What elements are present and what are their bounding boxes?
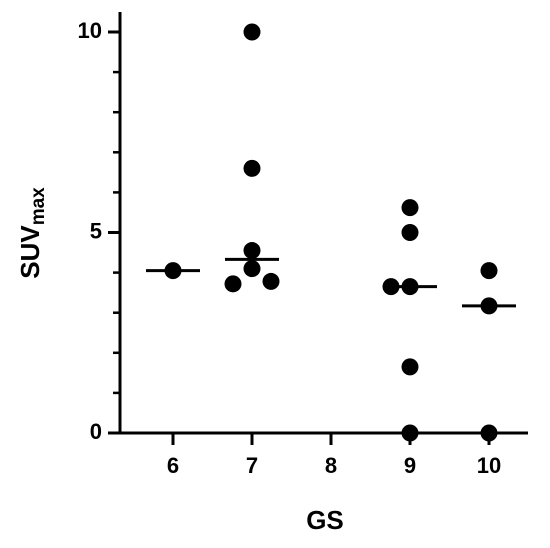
data-point [224,275,242,293]
y-tick-label: 5 [90,218,102,243]
y-tick-label: 10 [78,18,102,43]
x-tick-label: 10 [477,453,501,478]
data-point [401,199,419,217]
y-axis-title-main: SUV [15,225,45,279]
x-tick-label: 7 [246,453,258,478]
y-axis-title: SUVmax [15,187,49,279]
x-axis-title: GS [306,505,344,535]
data-point [243,23,261,41]
data-point [401,424,419,442]
data-point [243,242,261,260]
data-point [262,272,280,290]
x-tick-label: 6 [167,453,179,478]
y-tick-label: 0 [90,419,102,444]
data-point [480,424,498,442]
data-point [480,262,498,280]
data-point [401,358,419,376]
data-point [401,224,419,241]
y-axis-title-sub: max [28,187,49,225]
x-tick-label: 8 [325,453,337,478]
data-point [243,260,261,278]
data-point [243,159,261,177]
x-tick-label: 9 [404,453,416,478]
